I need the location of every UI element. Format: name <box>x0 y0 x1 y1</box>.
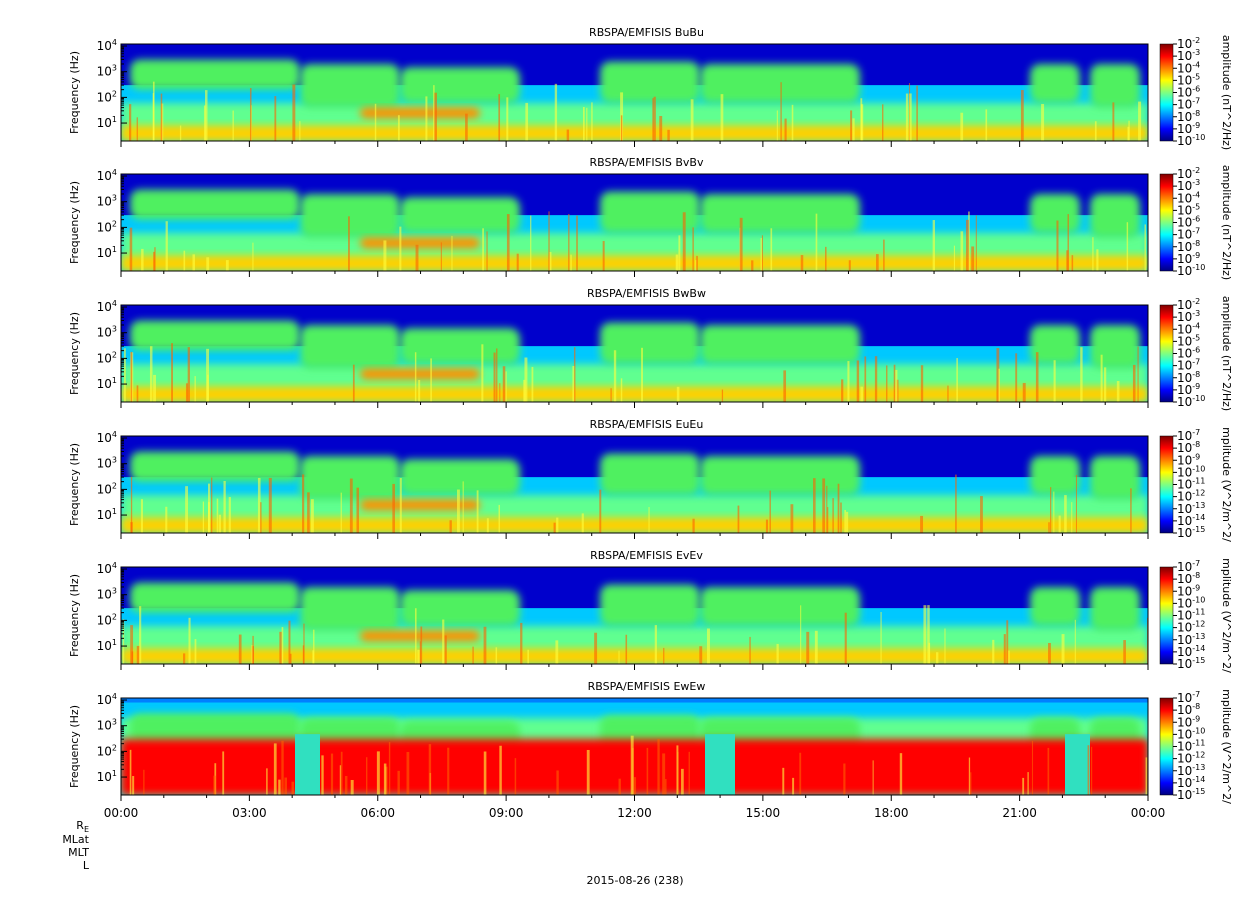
y-axis-label: Frequency (Hz) <box>68 574 81 657</box>
y-axis-label: Frequency (Hz) <box>68 705 81 788</box>
spectrogram-image <box>121 567 1148 664</box>
y-tick-label: 102 <box>97 481 117 496</box>
y-tick-label: 102 <box>97 219 117 234</box>
y-tick-label: 103 <box>97 64 117 79</box>
y-tick-label: 101 <box>97 769 117 784</box>
colorbar: 10-1510-1410-1310-1210-1110-1010-910-810… <box>1159 427 1233 542</box>
x-tick-label: 00:00 <box>104 806 139 820</box>
y-tick-label: 101 <box>97 507 117 522</box>
ephemeris-mlt-label: MLT <box>68 846 89 859</box>
y-axis-label: Frequency (Hz) <box>68 443 81 526</box>
y-tick-label: 101 <box>97 638 117 653</box>
panel-title: RBSPA/EMFISIS BvBv <box>590 156 704 169</box>
panel-title: RBSPA/EMFISIS BwBw <box>587 287 706 300</box>
y-tick-label: 101 <box>97 115 117 130</box>
panel-1: RBSPA/EMFISIS BuBu 101 102 103 104 Frequency … <box>68 26 1233 150</box>
x-tick-label: 12:00 <box>617 806 652 820</box>
y-tick-label: 103 <box>97 456 117 471</box>
colorbar-label: amplitude (nT^2/Hz) <box>1220 35 1233 150</box>
x-tick-label: 06:00 <box>360 806 395 820</box>
panel-6: RBSPA/EMFISIS EwEw 101 102 103 104 Frequency … <box>68 680 1233 804</box>
colorbar: 10-1510-1410-1310-1210-1110-1010-910-810… <box>1159 558 1233 673</box>
y-tick-label: 103 <box>97 718 117 733</box>
panel-title: RBSPA/EMFISIS BuBu <box>589 26 704 39</box>
y-tick-label: 103 <box>97 325 117 340</box>
ephemeris-re-label: RE <box>76 819 89 835</box>
x-tick-label: 09:00 <box>489 806 524 820</box>
y-tick-label: 104 <box>97 299 117 314</box>
panel-title: RBSPA/EMFISIS EwEw <box>588 680 706 693</box>
y-tick-label: 102 <box>97 612 117 627</box>
x-tick-label: 21:00 <box>1002 806 1037 820</box>
panel-5: RBSPA/EMFISIS EvEv 101 102 103 104 Frequency … <box>68 549 1233 673</box>
x-tick-label: 18:00 <box>874 806 909 820</box>
ephemeris-mlat-label: MLat <box>62 833 89 846</box>
colorbar-label: mplitude (V^2/m^2/ <box>1220 558 1233 673</box>
y-axis-label: Frequency (Hz) <box>68 51 81 134</box>
y-tick-label: 104 <box>97 38 117 53</box>
y-tick-label: 104 <box>97 168 117 183</box>
y-tick-label: 103 <box>97 587 117 602</box>
date-label: 2015-08-26 (238) <box>586 874 684 887</box>
y-tick-label: 101 <box>97 376 117 391</box>
spectrogram-image <box>121 305 1148 402</box>
panel-4: RBSPA/EMFISIS EuEu 101 102 103 104 Frequency … <box>68 418 1233 542</box>
colorbar-label: mplitude (V^2/m^2/ <box>1220 427 1233 542</box>
x-tick-label: 15:00 <box>746 806 781 820</box>
x-tick-label: 03:00 <box>232 806 267 820</box>
ephemeris-l-label: L <box>82 859 89 872</box>
y-axis-label: Frequency (Hz) <box>68 312 81 395</box>
panel-title: RBSPA/EMFISIS EvEv <box>590 549 703 562</box>
colorbar-label: amplitude (nT^2/Hz) <box>1220 296 1233 411</box>
spectrogram-image <box>121 44 1148 141</box>
colorbar: 10-1510-1410-1310-1210-1110-1010-910-810… <box>1159 689 1233 804</box>
colorbar-label: amplitude (nT^2/Hz) <box>1220 165 1233 280</box>
y-tick-label: 102 <box>97 743 117 758</box>
panel-2: RBSPA/EMFISIS BvBv 101 102 103 104 Frequency … <box>68 156 1233 280</box>
spectrogram-image <box>121 436 1148 533</box>
panel-3: RBSPA/EMFISIS BwBw 101 102 103 104 Frequency … <box>68 287 1233 411</box>
y-axis-label: Frequency (Hz) <box>68 181 81 264</box>
y-tick-label: 104 <box>97 430 117 445</box>
spectrogram-image <box>121 174 1148 271</box>
y-tick-label: 102 <box>97 89 117 104</box>
x-tick-label: 00:00 <box>1131 806 1166 820</box>
colorbar-label: mplitude (V^2/m^2/ <box>1220 689 1233 804</box>
y-tick-label: 102 <box>97 350 117 365</box>
y-tick-label: 104 <box>97 561 117 576</box>
panel-title: RBSPA/EMFISIS EuEu <box>590 418 704 431</box>
y-tick-label: 104 <box>97 692 117 707</box>
y-tick-label: 101 <box>97 245 117 260</box>
spectrogram-image <box>121 698 1148 795</box>
y-tick-label: 103 <box>97 194 117 209</box>
